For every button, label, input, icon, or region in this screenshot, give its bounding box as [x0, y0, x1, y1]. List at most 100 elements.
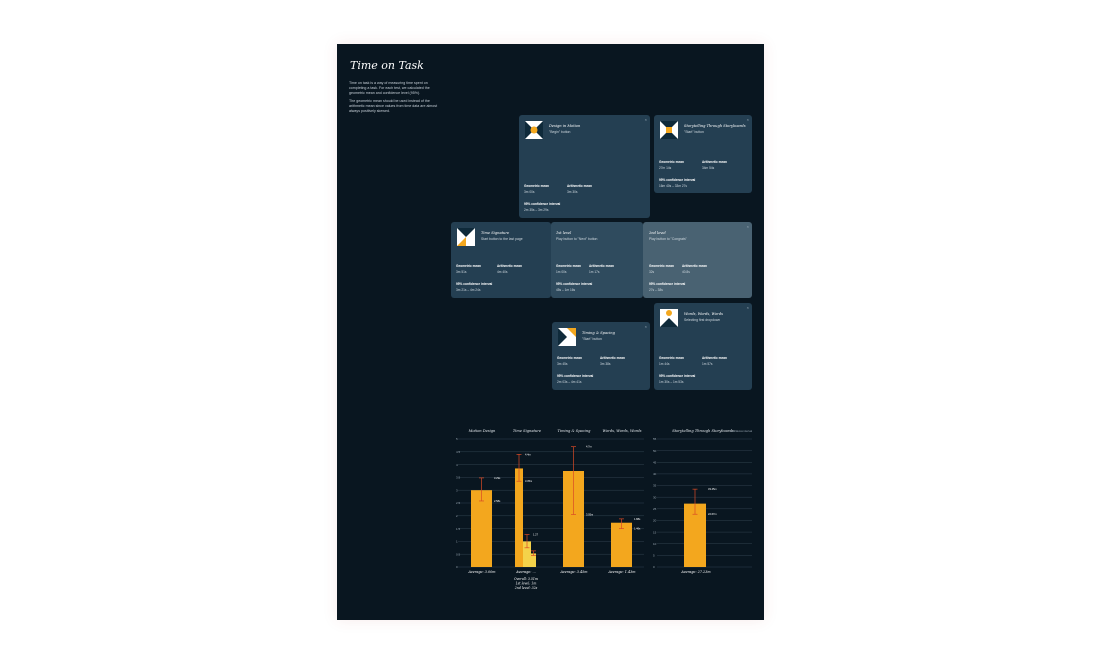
arith-mean-label: Arithmetic mean [600, 356, 625, 360]
bar [531, 553, 536, 567]
data-label-low: 22.67m [708, 512, 717, 516]
y-tick-label: 45 [653, 460, 657, 464]
ci-label: 95% confidence interval [659, 178, 696, 182]
arith-mean-value: 3m 30s [567, 190, 578, 194]
close-icon[interactable]: × [746, 117, 749, 122]
geo-mean-label: Geometric mean [659, 160, 684, 164]
intro-text: Time on task is a way of measuring time … [349, 81, 445, 117]
ci-label: 95% confidence interval [659, 374, 696, 378]
arith-mean-value: 1m 57s [702, 362, 713, 366]
data-label-low: 3.05m [586, 513, 593, 517]
arith-mean-label: Arithmetic mean [589, 264, 614, 268]
card-name: Timing & Spacing [582, 331, 615, 335]
ci-label: 95% confidence interval [649, 282, 686, 286]
extra-caption: Overall: 3.51m [514, 577, 538, 581]
panel-title: Words, Words, Words [603, 429, 642, 433]
panel-title: Storytelling Through Storyboards [672, 429, 734, 433]
card-storytelling[interactable]: × Storytelling Through Storyboards "Star… [654, 115, 752, 193]
y-tick-label: 4.5 [456, 450, 461, 454]
panel-title: Timing & Spacing [558, 429, 592, 433]
card-name: Time Signature [481, 231, 510, 235]
y-tick-label: 20 [653, 519, 657, 523]
arith-mean-value: 34m 54s [702, 166, 715, 170]
bar-caption: Average: 3.45m [559, 570, 587, 574]
ci-label: 95% confidence interval [456, 282, 493, 286]
card-name: Design in Motion [549, 124, 581, 128]
card-name: Storytelling Through Storyboards [684, 124, 746, 128]
card-design-in-motion[interactable]: × Design in Motion "Begin" button Geomet… [519, 115, 650, 218]
card-name: Words, Words, Words [684, 312, 723, 316]
bar [471, 490, 492, 567]
y-tick-label: 10 [653, 542, 657, 546]
close-icon[interactable]: × [644, 324, 647, 329]
test-logo-icon [558, 328, 576, 346]
geo-mean-label: Geometric mean [556, 264, 581, 268]
card-words-words-words[interactable]: × Words, Words, Words Selecting first dr… [654, 303, 752, 390]
arith-mean-label: Arithmetic mean [567, 184, 592, 188]
close-icon[interactable]: × [746, 224, 749, 229]
arith-mean-value: 3m 38s [600, 362, 611, 366]
arith-mean-value: 4m 40s [497, 270, 508, 274]
ci-value: 16m 40s – 33m 27s [659, 184, 687, 188]
panel-title: Motion Design [468, 429, 496, 433]
y-tick-label: 0 [456, 565, 458, 569]
page-title: Time on Task [350, 59, 424, 72]
close-icon[interactable]: × [746, 305, 749, 310]
card-timing-spacing[interactable]: × Timing & Spacing "Start" button Geomet… [552, 322, 650, 390]
y-tick-label: 2.5 [456, 501, 461, 505]
y-tick-label: 1.5 [456, 527, 461, 531]
bar-caption: Average: ... [515, 570, 536, 574]
data-label-high: 4.7m [586, 445, 592, 449]
geo-mean-value: 1m 44s [659, 362, 670, 366]
card-task: "Start" button [684, 130, 704, 134]
card-name: 1st level [556, 231, 572, 235]
geo-mean-value: 3m 00s [524, 190, 535, 194]
ci-value: 3m 21s – 4m 24s [456, 288, 481, 292]
y-tick-label: 15 [653, 530, 657, 534]
bar [563, 471, 584, 567]
bar [515, 468, 523, 567]
intro-paragraph-2: The geometric mean should be used instea… [349, 99, 438, 113]
ci-value: 2m 03s – 4m 41s [557, 380, 582, 384]
close-icon[interactable]: × [644, 117, 647, 122]
geo-mean-label: Geometric mean [524, 184, 549, 188]
y-tick-label: 5 [653, 554, 655, 558]
bar-caption: Average: 3.00m [467, 570, 495, 574]
data-label-high: 3.29s [494, 476, 501, 480]
card-2nd-level[interactable]: × 2nd level Play button to "Congrats" Ge… [643, 222, 752, 298]
poster: Time on Task Time on task is a way of me… [337, 44, 764, 620]
geo-mean-value: 1m 00s [556, 270, 567, 274]
card-task: Selecting first dropdown [684, 318, 721, 322]
time-on-task-charts: 0 0.5 1 1.5 2 2.5 3 3.5 4 4.5 5 Motion Design Time S… [456, 429, 752, 590]
chart-legend: confidence interval [730, 429, 752, 433]
y-tick-label: 3.5 [456, 476, 461, 480]
arith-mean-label: Arithmetic mean [497, 264, 522, 268]
geo-mean-label: Geometric mean [649, 264, 674, 268]
data-label-high: 1.27 [533, 532, 539, 536]
y-tick-label: 55 [653, 437, 657, 441]
intro-paragraph-1: Time on task is a way of measuring time … [349, 81, 430, 95]
geo-mean-value: 27m 14s [659, 166, 672, 170]
card-1st-level[interactable]: 1st level Play button to "Next" button G… [551, 222, 643, 298]
data-label-high: 1.88s [634, 517, 641, 521]
card-task: "Start" button [582, 337, 602, 341]
extra-caption: 1st level: 1m [516, 582, 537, 586]
arith-mean-label: Arithmetic mean [702, 160, 727, 164]
card-name: 2nd level [649, 231, 666, 235]
ci-value: 27s – 38s [649, 288, 663, 292]
card-time-signature[interactable]: Time Signature Start button to the last … [451, 222, 551, 298]
arith-mean-label: Arithmetic mean [702, 356, 727, 360]
y-tick-label: 2 [456, 514, 458, 518]
geo-mean-value: 3m 51s [456, 270, 467, 274]
y-tick-label: 0.5 [456, 552, 461, 556]
extra-caption: 2nd level: 32s [514, 586, 538, 590]
test-logo-icon [525, 121, 543, 139]
ci-value: 2m 35s – 3m 29s [524, 208, 549, 212]
test-logo-icon [457, 228, 475, 246]
arith-mean-value: 40.8s [682, 270, 690, 274]
card-task: "Begin" button [549, 130, 571, 134]
bar [684, 503, 706, 567]
y-tick-label: 3 [456, 488, 458, 492]
data-label-low: 2.58s [494, 499, 501, 503]
data-label-high: 4.4m [525, 452, 531, 456]
